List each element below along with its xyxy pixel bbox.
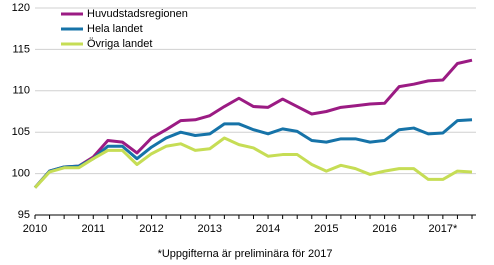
x-tick-label: 2012 <box>139 223 163 235</box>
y-tick-label: 120 <box>12 2 30 14</box>
x-tick-label: 2013 <box>198 223 222 235</box>
y-tick-label: 100 <box>12 168 30 180</box>
legend-label: Övriga landet <box>87 38 152 50</box>
x-tick-label: 2017* <box>428 223 457 235</box>
x-tick-label: 2014 <box>256 223 280 235</box>
y-tick-label: 115 <box>12 43 30 55</box>
legend-label: Hela landet <box>87 23 143 35</box>
legend-label: Huvudstadsregionen <box>87 8 188 20</box>
series-line <box>33 118 473 189</box>
x-tick-label: 2016 <box>372 223 396 235</box>
series-line <box>33 136 473 189</box>
x-tick-label: 2011 <box>81 223 105 235</box>
x-tick-label: 2010 <box>23 223 47 235</box>
y-tick-label: 95 <box>18 209 30 221</box>
y-tick-label: 110 <box>12 85 30 97</box>
x-tick-label: 2015 <box>314 223 338 235</box>
series-line <box>33 58 473 189</box>
footnote: *Uppgifterna är preliminära för 2017 <box>158 248 333 260</box>
y-tick-label: 105 <box>12 126 30 138</box>
